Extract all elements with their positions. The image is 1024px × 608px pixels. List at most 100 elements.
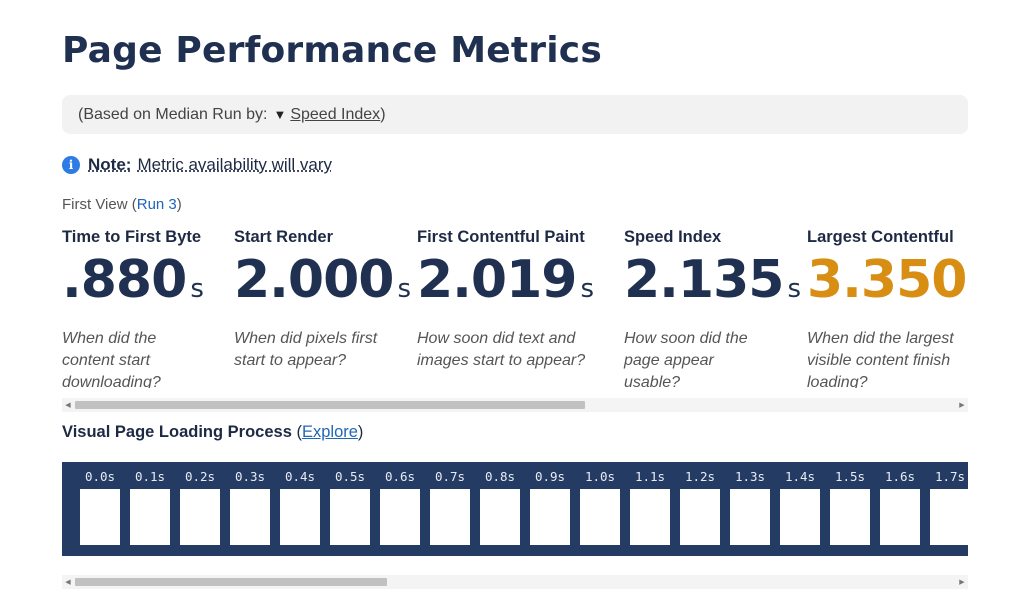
metric-value: 2.135 s [624,250,801,322]
visual-loading-heading: Visual Page Loading Process (Explore) [62,423,363,442]
frame-thumbnail[interactable] [580,489,620,545]
frame-thumbnail[interactable] [130,489,170,545]
median-run-bar: (Based on Median Run by: ▼ Speed Index ) [62,95,968,134]
metric-title: Largest Contentful [807,228,954,246]
frame-time: 1.7s [934,469,966,484]
metric-ttfb: Time to First Byte .880 s When did the co… [62,228,222,388]
metric-value: 2.000 s [234,250,411,322]
metric-title: Speed Index [624,228,722,246]
metric-number: .880 [62,250,187,310]
metric-value: 3.350s [807,251,968,322]
frame-thumbnail[interactable] [230,489,270,545]
metric-title: First Contentful Paint [417,228,585,246]
metric-speed-index: Speed Index 2.135 s How soon did the page… [624,228,801,388]
paren-close: ) [357,423,364,441]
filmstrip-frame[interactable]: 0.4s [280,462,320,545]
scroll-thumb[interactable] [75,401,585,409]
filmstrip-frame[interactable]: 0.7s [430,462,470,545]
metric-description: When did the content start downloading? [62,330,161,388]
run-link[interactable]: Run 3 [136,196,177,213]
frame-time: 1.0s [584,469,616,484]
filmstrip-frame[interactable]: 1.6s [880,462,920,545]
metric-fcp: First Contentful Paint 2.019 s How soon d… [417,228,612,372]
frame-time: 1.5s [834,469,866,484]
filmstrip: 0.0s 0.1s 0.2s 0.3s 0.4s 0.5s 0.6s 0.7s 0.8s 0.9s… [62,462,968,556]
frame-time: 0.5s [334,469,366,484]
metric-lcp: Largest Contentful 3.350s When did the l… [807,228,968,388]
filmstrip-frame[interactable]: 0.8s [480,462,520,545]
frame-time: 0.2s [184,469,216,484]
info-icon: i [62,156,80,174]
metric-unit: s [580,274,595,304]
filmstrip-frame[interactable]: 0.6s [380,462,420,545]
frame-thumbnail[interactable] [930,489,968,545]
frame-thumbnail[interactable] [630,489,670,545]
scroll-left-icon[interactable]: ◀ [65,402,71,409]
metric-description: How soon did text and images start to ap… [417,330,586,369]
frame-thumbnail[interactable] [380,489,420,545]
metric-description: How soon did the page appear usable? [624,330,748,388]
median-metric-link[interactable]: Speed Index [290,105,381,123]
frame-time: 1.1s [634,469,666,484]
metric-note: i Note: Metric availability will vary [62,155,332,175]
frame-thumbnail[interactable] [430,489,470,545]
metric-unit: s [190,274,204,304]
filmstrip-frame[interactable]: 0.9s [530,462,570,545]
scroll-right-icon[interactable]: ▶ [959,579,965,586]
metric-title: Time to First Byte [62,228,202,246]
first-view-label: First View (Run 3) [62,196,182,213]
filmstrip-frame[interactable]: 0.3s [230,462,270,545]
filmstrip-frame[interactable]: 1.7s [930,462,968,545]
metric-number: 2.000 [234,250,394,310]
filmstrip-frame[interactable]: 1.1s [630,462,670,545]
metrics-panel: Time to First Byte .880 s When did the co… [62,228,968,388]
filmstrip-frame[interactable]: 1.3s [730,462,770,545]
first-view-suffix: ) [176,196,182,213]
frame-time: 0.0s [84,469,116,484]
filmstrip-frame[interactable]: 1.0s [580,462,620,545]
median-suffix: ) [380,105,386,123]
filmstrip-frame[interactable]: 1.2s [680,462,720,545]
frame-time: 0.8s [484,469,516,484]
frame-thumbnail[interactable] [680,489,720,545]
frame-thumbnail[interactable] [730,489,770,545]
explore-link[interactable]: Explore [301,423,358,441]
frame-thumbnail[interactable] [880,489,920,545]
metric-unit: s [787,274,802,304]
filmstrip-frame[interactable]: 0.5s [330,462,370,545]
frame-time: 1.3s [734,469,766,484]
metric-description: When did the largest visible content fin… [807,330,954,388]
frame-thumbnail[interactable] [330,489,370,545]
caret-down-icon[interactable]: ▼ [273,107,287,122]
filmstrip-frame[interactable]: 0.0s [80,462,120,545]
frame-thumbnail[interactable] [830,489,870,545]
frame-time: 0.7s [434,469,466,484]
metric-number: 2.019 [417,250,577,310]
scroll-right-icon[interactable]: ▶ [959,402,965,409]
filmstrip-frame[interactable]: 1.4s [780,462,820,545]
metric-description: When did pixels first start to appear? [234,330,378,369]
filmstrip-frame[interactable]: 0.1s [130,462,170,545]
frame-time: 0.4s [284,469,316,484]
visual-title: Visual Page Loading Process [62,423,292,441]
metric-start-render: Start Render 2.000 s When did pixels firs… [234,228,411,372]
frame-thumbnail[interactable] [780,489,820,545]
filmstrip-frame[interactable]: 0.2s [180,462,220,545]
note-text[interactable]: Metric availability will vary [137,155,333,174]
frame-thumbnail[interactable] [480,489,520,545]
frame-thumbnail[interactable] [280,489,320,545]
note-label: Note: [88,155,132,174]
paren-open: ( [296,423,302,441]
metrics-scrollbar[interactable]: ◀ ▶ [62,398,968,412]
filmstrip-frame[interactable]: 1.5s [830,462,870,545]
frame-time: 1.2s [684,469,716,484]
metric-number: 3.350 [807,250,967,310]
metric-number: 2.135 [624,250,784,310]
scroll-left-icon[interactable]: ◀ [65,579,71,586]
scroll-thumb[interactable] [75,578,387,586]
metric-value: 2.019 s [417,251,612,322]
filmstrip-scrollbar[interactable]: ◀ ▶ [62,575,968,589]
frame-thumbnail[interactable] [80,489,120,545]
frame-thumbnail[interactable] [530,489,570,545]
frame-thumbnail[interactable] [180,489,220,545]
